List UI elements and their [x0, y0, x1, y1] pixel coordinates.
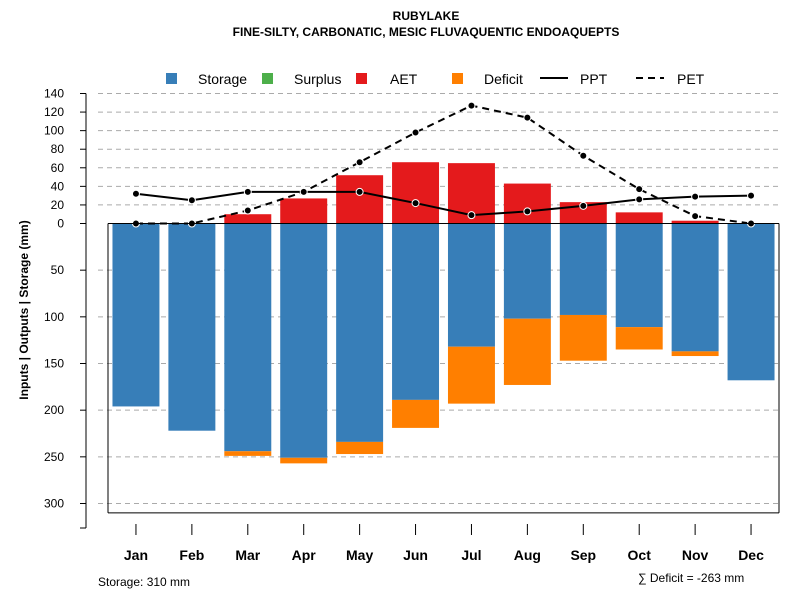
y-tick-label-upper: 120	[44, 105, 64, 119]
x-tick-label: Feb	[179, 547, 204, 563]
ppt-point	[411, 199, 420, 208]
x-tick-label: Dec	[738, 547, 764, 563]
pet-line	[135, 104, 752, 225]
deficit-bar	[447, 346, 495, 404]
gridlines	[98, 93, 779, 504]
y-tick-label-upper: 60	[51, 161, 65, 175]
storage-bar	[447, 223, 495, 347]
deficit-bar	[671, 351, 719, 357]
storage-bar	[503, 223, 551, 319]
bars	[112, 162, 775, 464]
pet-point	[411, 128, 420, 137]
storage-bar	[224, 223, 272, 452]
deficit-bar	[559, 314, 607, 361]
legend-label-aet: AET	[390, 71, 418, 87]
legend-label-ppt: PPT	[580, 71, 608, 87]
ppt-point	[243, 187, 252, 196]
chart-title: RUBYLAKE	[393, 9, 460, 23]
x-tick-label: Jun	[403, 547, 428, 563]
x-tick-label: Sep	[570, 547, 596, 563]
legend-label-storage: Storage	[198, 71, 247, 87]
x-tick-label: Oct	[628, 547, 652, 563]
storage-bar	[559, 223, 607, 315]
y-tick-label-upper: 140	[44, 87, 64, 101]
legend-swatch-aet	[356, 73, 367, 84]
x-tick-label: Jan	[124, 547, 148, 563]
storage-note: Storage: 310 mm	[98, 575, 190, 589]
deficit-bar	[336, 441, 384, 455]
storage-bar	[671, 223, 719, 352]
ppt-point	[131, 189, 140, 198]
aet-bar	[503, 183, 551, 224]
pet-point	[523, 113, 532, 122]
legend-label-surplus: Surplus	[294, 71, 341, 87]
ppt-point	[691, 192, 700, 201]
ppt-point	[747, 191, 756, 200]
pet-point	[691, 212, 700, 221]
y-axis-label: Inputs | Outputs | Storage (mm)	[17, 220, 31, 399]
ppt-point	[635, 195, 644, 204]
legend-swatch-surplus	[262, 73, 273, 84]
pet-point	[355, 158, 364, 167]
pet-point	[635, 185, 644, 194]
ppt-point	[467, 211, 476, 220]
chart-subtitle: FINE-SILTY, CARBONATIC, MESIC FLUVAQUENT…	[233, 25, 620, 39]
pet-point	[579, 151, 588, 160]
y-tick-label-upper: 100	[44, 124, 64, 138]
deficit-bar	[280, 457, 328, 464]
x-tick-label: Mar	[235, 547, 260, 563]
storage-bar	[336, 223, 384, 442]
legend-swatch-storage	[166, 73, 177, 84]
lines	[131, 101, 756, 228]
storage-bar	[392, 223, 440, 400]
legend-swatch-deficit	[452, 73, 463, 84]
aet-bar	[671, 220, 719, 224]
deficit-bar	[503, 318, 551, 385]
aet-bar	[392, 162, 440, 224]
legend-label-deficit: Deficit	[484, 71, 523, 87]
ppt-line	[135, 190, 752, 217]
storage-bar	[168, 223, 216, 431]
aet-bar	[615, 212, 663, 224]
ppt-point	[187, 196, 196, 205]
y-tick-label-lower: 300	[44, 497, 64, 511]
x-tick-label: Nov	[682, 547, 709, 563]
y-tick-label-upper: 40	[51, 179, 65, 193]
deficit-bar	[224, 451, 272, 456]
x-tick-label: Aug	[514, 547, 541, 563]
x-tick-label: Apr	[292, 547, 317, 563]
aet-bar	[336, 175, 384, 224]
deficit-note: ∑ Deficit = -263 mm	[638, 571, 744, 585]
x-tick-label: May	[346, 547, 373, 563]
x-tick-label: Jul	[461, 547, 481, 563]
y-tick-label-upper: 80	[51, 142, 65, 156]
storage-bar	[615, 223, 663, 328]
y-tick-label-lower: 200	[44, 403, 64, 417]
deficit-bar	[615, 327, 663, 350]
ppt-point	[355, 187, 364, 196]
aet-bar	[280, 198, 328, 224]
y-tick-label-upper: 0	[57, 217, 64, 231]
ppt-point	[299, 187, 308, 196]
y-tick-label-lower: 250	[44, 450, 64, 464]
aet-bar	[224, 214, 272, 224]
storage-bar	[727, 223, 775, 381]
storage-bar	[112, 223, 160, 407]
ppt-point	[523, 207, 532, 216]
storage-bar	[280, 223, 328, 458]
deficit-bar	[392, 399, 440, 428]
legend-label-pet: PET	[677, 71, 705, 87]
legend: Storage Surplus AET Deficit PPT PET	[166, 71, 705, 87]
y-tick-label-lower: 50	[51, 263, 65, 277]
pet-point	[243, 206, 252, 215]
pet-point	[467, 101, 476, 110]
ppt-point	[579, 201, 588, 210]
y-tick-label-lower: 150	[44, 357, 64, 371]
y-tick-label-upper: 20	[51, 198, 65, 212]
y-tick-label-lower: 100	[44, 310, 64, 324]
